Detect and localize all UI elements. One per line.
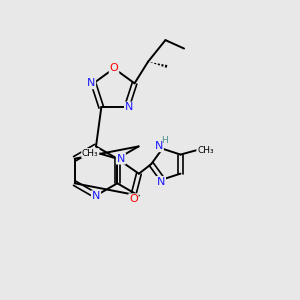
Text: N: N [157, 177, 165, 187]
Text: O: O [129, 194, 138, 204]
Text: CH₃: CH₃ [82, 149, 99, 158]
Text: CH₃: CH₃ [197, 146, 214, 154]
Text: N: N [87, 78, 95, 88]
Text: N: N [154, 141, 163, 151]
Text: N: N [125, 103, 133, 112]
Text: O: O [110, 63, 118, 74]
Text: N: N [117, 154, 125, 164]
Text: N: N [92, 191, 100, 201]
Text: H: H [161, 136, 168, 145]
